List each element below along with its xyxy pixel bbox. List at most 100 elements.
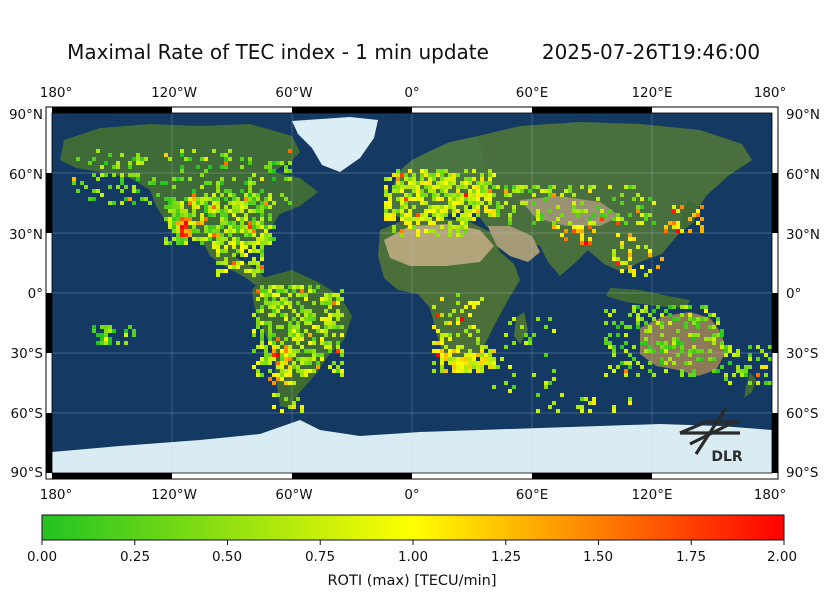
roti-pixel — [452, 369, 456, 373]
roti-pixel — [204, 229, 208, 233]
roti-pixel — [188, 233, 192, 237]
roti-pixel — [456, 229, 460, 233]
roti-pixel — [308, 285, 312, 289]
roti-pixel — [152, 177, 156, 181]
roti-pixel — [688, 353, 692, 357]
roti-pixel — [248, 249, 252, 253]
roti-pixel — [632, 357, 636, 361]
roti-pixel — [124, 329, 128, 333]
roti-pixel — [464, 353, 468, 357]
roti-pixel — [756, 345, 760, 349]
roti-pixel — [260, 205, 264, 209]
roti-pixel — [304, 361, 308, 365]
roti-pixel — [276, 161, 280, 165]
roti-pixel — [728, 349, 732, 353]
roti-pixel — [136, 161, 140, 165]
roti-pixel — [480, 345, 484, 349]
roti-pixel — [440, 353, 444, 357]
roti-pixel — [232, 225, 236, 229]
roti-pixel — [468, 301, 472, 305]
roti-pixel — [412, 173, 416, 177]
roti-pixel — [268, 161, 272, 165]
roti-pixel — [612, 345, 616, 349]
roti-pixel — [252, 221, 256, 225]
roti-pixel — [188, 201, 192, 205]
roti-pixel — [336, 293, 340, 297]
roti-pixel — [672, 209, 676, 213]
roti-pixel — [488, 357, 492, 361]
roti-pixel — [200, 221, 204, 225]
roti-pixel — [460, 213, 464, 217]
roti-pixel — [572, 205, 576, 209]
roti-pixel — [132, 185, 136, 189]
roti-pixel — [440, 169, 444, 173]
roti-pixel — [260, 341, 264, 345]
roti-pixel — [420, 173, 424, 177]
roti-pixel — [552, 329, 556, 333]
roti-pixel — [460, 181, 464, 185]
roti-pixel — [324, 309, 328, 313]
roti-pixel — [256, 269, 260, 273]
roti-pixel — [284, 373, 288, 377]
roti-pixel — [332, 361, 336, 365]
roti-pixel — [440, 313, 444, 317]
roti-pixel — [300, 361, 304, 365]
roti-pixel — [252, 217, 256, 221]
roti-pixel — [256, 209, 260, 213]
roti-pixel — [628, 237, 632, 241]
roti-pixel — [460, 217, 464, 221]
roti-pixel — [248, 193, 252, 197]
roti-pixel — [512, 373, 516, 377]
roti-pixel — [172, 221, 176, 225]
roti-pixel — [340, 369, 344, 373]
roti-pixel — [104, 337, 108, 341]
roti-pixel — [396, 209, 400, 213]
roti-pixel — [476, 341, 480, 345]
roti-pixel — [144, 157, 148, 161]
roti-pixel — [224, 249, 228, 253]
roti-pixel — [440, 213, 444, 217]
roti-pixel — [200, 237, 204, 241]
roti-pixel — [224, 153, 228, 157]
roti-pixel — [680, 349, 684, 353]
roti-pixel — [260, 305, 264, 309]
roti-pixel — [184, 197, 188, 201]
roti-pixel — [404, 193, 408, 197]
roti-pixel — [728, 345, 732, 349]
roti-pixel — [232, 197, 236, 201]
roti-pixel — [584, 397, 588, 401]
roti-pixel — [100, 325, 104, 329]
roti-pixel — [268, 301, 272, 305]
roti-pixel — [316, 329, 320, 333]
roti-pixel — [328, 301, 332, 305]
roti-pixel — [452, 349, 456, 353]
roti-pixel — [128, 165, 132, 169]
roti-pixel — [328, 341, 332, 345]
roti-pixel — [268, 353, 272, 357]
roti-pixel — [232, 213, 236, 217]
roti-pixel — [272, 393, 276, 397]
roti-pixel — [628, 353, 632, 357]
roti-pixel — [244, 253, 248, 257]
roti-pixel — [276, 345, 280, 349]
roti-pixel — [312, 353, 316, 357]
roti-pixel — [452, 177, 456, 181]
roti-pixel — [648, 361, 652, 365]
roti-pixel — [284, 345, 288, 349]
roti-pixel — [268, 289, 272, 293]
roti-pixel — [612, 309, 616, 313]
roti-pixel — [164, 205, 168, 209]
roti-pixel — [412, 225, 416, 229]
roti-pixel — [432, 197, 436, 201]
roti-pixel — [484, 361, 488, 365]
roti-pixel — [444, 205, 448, 209]
arabia-desert — [488, 226, 540, 262]
roti-pixel — [680, 345, 684, 349]
roti-pixel — [208, 225, 212, 229]
map-timestamp: 2025-07-26T19:46:00 — [542, 40, 760, 64]
roti-pixel — [216, 273, 220, 277]
roti-pixel — [596, 205, 600, 209]
roti-pixel — [292, 289, 296, 293]
roti-pixel — [664, 345, 668, 349]
roti-pixel — [416, 213, 420, 217]
